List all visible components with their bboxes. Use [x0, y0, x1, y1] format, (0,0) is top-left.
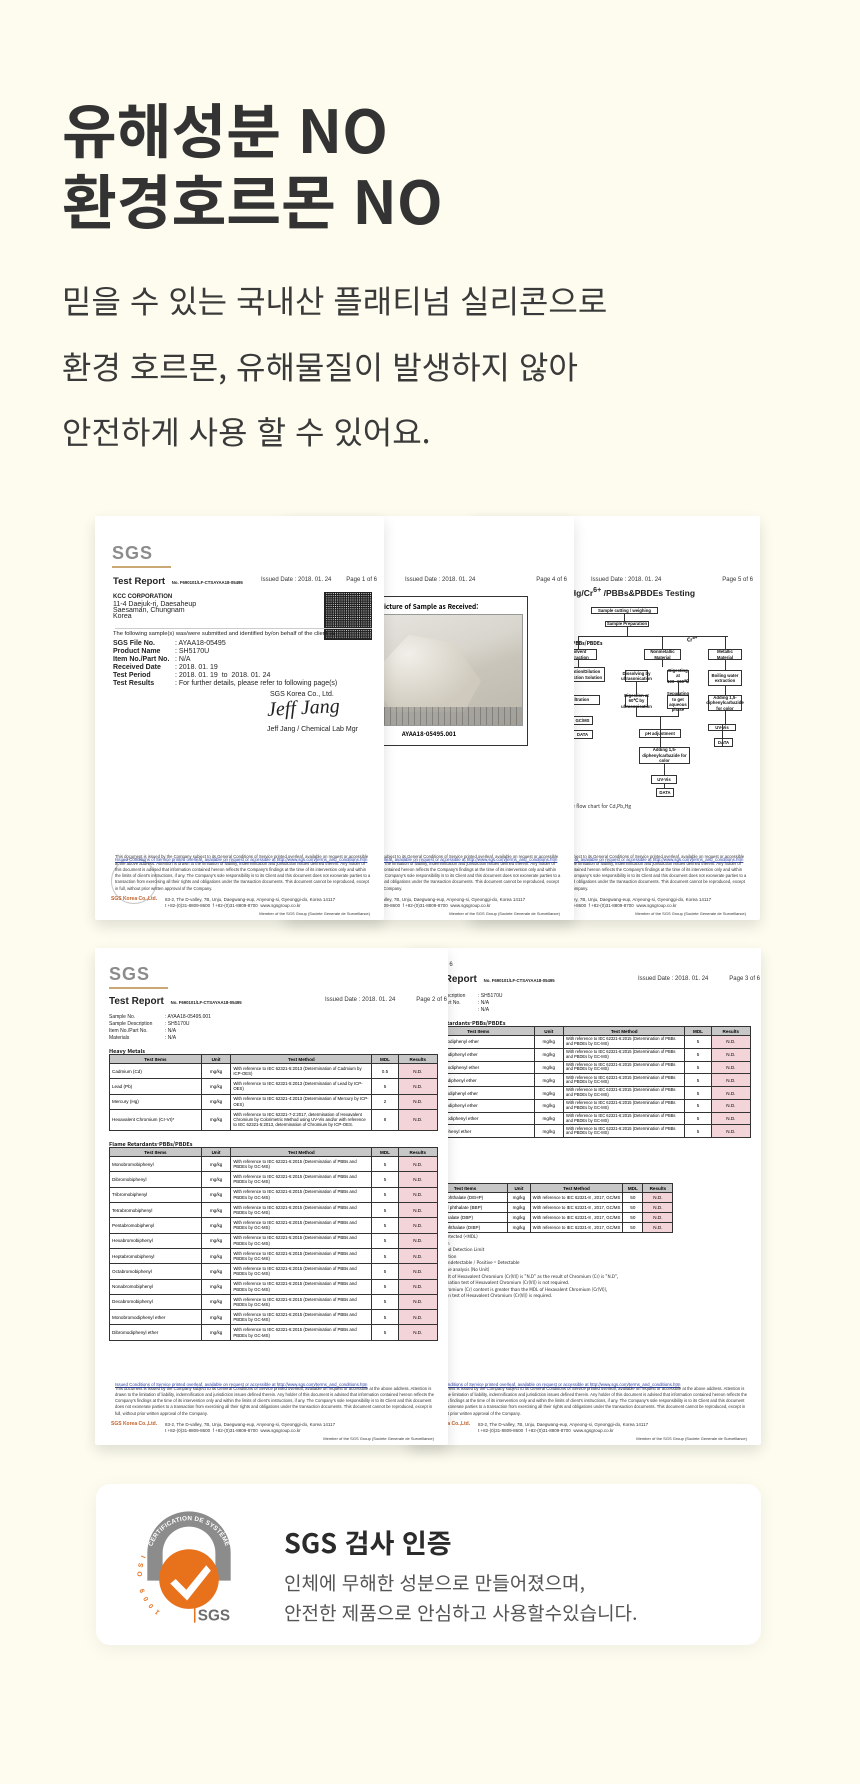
svg-text:1: 1 [154, 1608, 162, 1616]
svg-text:0: 0 [142, 1595, 150, 1602]
svg-text:9: 9 [139, 1587, 147, 1593]
svg-text:0: 0 [147, 1602, 155, 1609]
svg-text:O: O [137, 1571, 144, 1576]
svg-text:I: I [140, 1555, 147, 1559]
svg-text:SGS: SGS [198, 1607, 230, 1624]
svg-text:S: S [138, 1562, 146, 1568]
